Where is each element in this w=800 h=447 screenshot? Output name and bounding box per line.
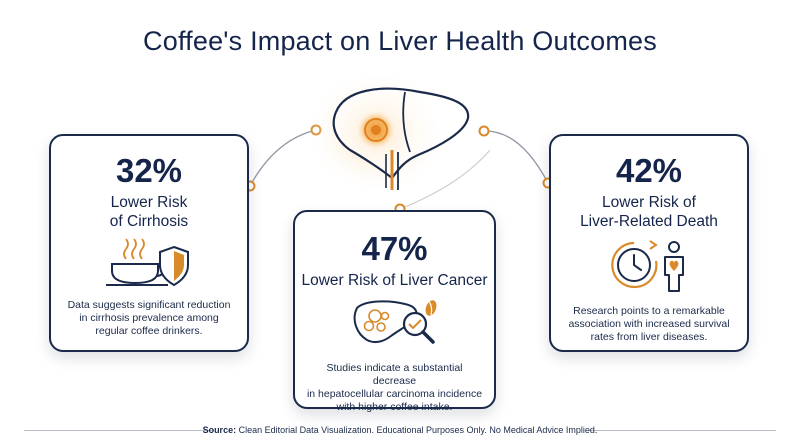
stat-label-line: Lower Risk of Liver Cancer xyxy=(301,272,488,289)
connector-node xyxy=(478,125,490,137)
card-description: Studies indicate a substantial decrease xyxy=(326,362,463,387)
footer-divider xyxy=(588,430,776,431)
liver-death-card: 42% Lower Risk of Liver-Related Death Re… xyxy=(549,134,749,352)
stat-value: 42% xyxy=(615,152,683,189)
stat-label-line: Liver-Related Death xyxy=(580,213,718,230)
footer-divider xyxy=(24,430,214,431)
card-description: association with increased survival xyxy=(568,318,730,330)
stat-label-line: Lower Risk xyxy=(110,194,188,211)
card-description: regular coffee drinkers. xyxy=(95,325,203,337)
stat-value: 47% xyxy=(361,230,428,267)
stat-label-line: of Cirrhosis xyxy=(109,213,189,230)
card-description: in cirrhosis prevalence among xyxy=(79,312,219,324)
liver-cancer-card: 47% Lower Risk of Liver Cancer Studies i… xyxy=(293,210,496,413)
source-text: Clean Editorial Data Visualization. Educ… xyxy=(236,425,598,435)
card-description: Data suggests significant reduction xyxy=(67,299,231,311)
card-description: rates from liver diseases. xyxy=(590,331,708,343)
stat-value: 32% xyxy=(115,152,183,189)
liver-icon xyxy=(306,70,470,194)
source-footer: Source: Clean Editorial Data Visualizati… xyxy=(0,425,800,435)
cirrhosis-card: 32% Lower Risk of Cirrhosis Data suggest… xyxy=(49,134,249,352)
page-title: Coffee's Impact on Liver Health Outcomes xyxy=(143,26,657,56)
card-description: in hepatocellular carcinoma incidence xyxy=(306,388,483,400)
source-label: Source: xyxy=(202,425,237,435)
card-description: Research points to a remarkable xyxy=(573,305,725,317)
stat-label-line: Lower Risk of xyxy=(602,194,696,211)
liver-magnifier-icon xyxy=(353,300,436,344)
card-description: with higher coffee intake. xyxy=(336,401,453,413)
coffee-cup-shield-icon xyxy=(106,238,189,287)
clock-person-icon xyxy=(611,240,684,292)
